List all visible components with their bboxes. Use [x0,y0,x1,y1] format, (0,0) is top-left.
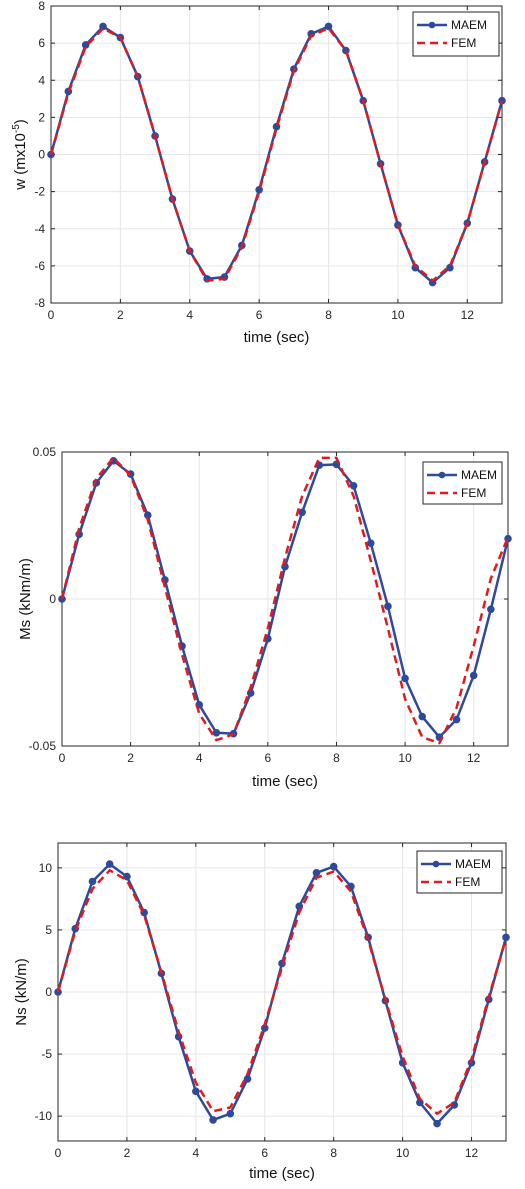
data-point-maem [469,671,478,680]
y-tick-label: 6 [38,36,45,50]
y-axis-label: Ms (kNm/m) [17,558,34,640]
legend-box [416,850,503,894]
data-point-maem [349,482,358,490]
data-point-maem [209,1116,217,1124]
y-tick-label: 0 [49,592,56,606]
y-axis-label: w (mx10-5) [11,119,29,191]
series-line-fem [60,456,510,745]
x-tick-label: 0 [48,308,55,322]
data-point-maem [452,715,461,724]
chart-w-displacement: 0 2 4 6 8 10 12 -8 -6 -4 -2 0 2 4 6 8 time (sec) w (mx10-… [11,0,506,346]
legend-label-fem: FEM [451,36,476,50]
y-tick-label: -4 [34,222,45,236]
data-point-maem [487,605,495,614]
legend-marker-maem [432,860,440,868]
data-point-maem [212,728,221,737]
x-tick-label: 4 [196,751,203,765]
x-tick-label: 10 [398,751,412,765]
x-tick-label: 10 [391,308,405,322]
y-tick-label: 10 [39,861,53,875]
x-tick-label: 0 [59,751,66,765]
y-tick-label: 0 [38,148,45,162]
y-tick-label: -5 [41,1047,52,1061]
x-tick-label: 0 [55,1146,62,1160]
y-axis-label: Ns (kN/m) [13,958,30,1026]
x-tick-label: 12 [467,751,481,765]
y-tick-label: 4 [38,73,45,87]
data-point-maem [446,263,454,272]
legend-box [422,461,503,505]
y-tick-label: 8 [38,0,45,13]
data-point-maem [502,933,510,942]
legend-label-maem: MAEM [461,468,497,482]
y-axis-label-main: w (mx10 [12,133,29,191]
x-tick-label: 2 [124,1146,131,1160]
y-tick-label: -8 [34,296,45,310]
y-tick-label: -6 [34,259,45,273]
y-tick-label: 2 [38,110,45,124]
y-axis-label-exponent: -5 [11,124,22,133]
legend-label-fem: FEM [455,875,480,889]
data-point-maem [312,869,321,877]
data-point-maem [401,674,409,683]
series-line-fem [56,869,508,1115]
data-point-maem [329,862,338,871]
x-tick-label: 10 [396,1146,410,1160]
x-tick-label: 12 [461,308,475,322]
legend-label-maem: MAEM [455,857,491,871]
legend-marker-maem [428,21,436,29]
legend-label-maem: MAEM [451,18,487,32]
x-tick-label: 8 [325,308,332,322]
y-axis-label-close: ) [12,119,29,124]
x-tick-label: 2 [127,751,134,765]
data-point-maem [99,22,107,31]
data-point-maem [226,1109,235,1118]
series-line-fem [49,27,504,282]
data-point-maem [433,1119,441,1128]
x-tick-label: 4 [186,308,193,322]
x-tick-label: 6 [265,751,272,765]
x-tick-label: 6 [256,308,263,322]
x-tick-label: 8 [330,1146,337,1160]
legend-marker-maem [438,471,446,479]
x-tick-label: 2 [117,308,124,322]
data-point-maem [105,860,114,868]
data-point-maem [88,877,97,886]
y-tick-label: 5 [45,923,52,937]
y-tick-label: -0.05 [29,739,57,753]
y-tick-label: 0.05 [33,445,57,459]
y-tick-label: -2 [34,185,45,199]
x-tick-label: 12 [465,1146,479,1160]
y-tick-label: 0 [45,985,52,999]
data-point-maem [123,872,131,881]
data-point-maem [384,602,392,611]
x-tick-label: 8 [333,751,340,765]
data-point-maem [324,22,333,31]
chart-ns-force: 0 2 4 6 8 10 12 -10 -5 0 5 10 time (sec) Ns (kN/m) MAE… [13,842,510,1182]
x-axis-label: time (sec) [252,773,318,790]
data-point-maem [418,712,427,721]
x-axis-label: time (sec) [249,1165,315,1182]
data-point-maem [192,1087,200,1096]
data-point-maem [243,1075,252,1083]
x-tick-label: 4 [193,1146,200,1160]
legend-box [412,11,500,57]
x-tick-label: 6 [261,1146,268,1160]
legend-label-fem: FEM [461,486,486,500]
data-point-maem [366,539,375,547]
x-axis-label: time (sec) [244,329,310,346]
data-point-maem [298,508,306,517]
y-tick-label: -10 [35,1109,53,1123]
